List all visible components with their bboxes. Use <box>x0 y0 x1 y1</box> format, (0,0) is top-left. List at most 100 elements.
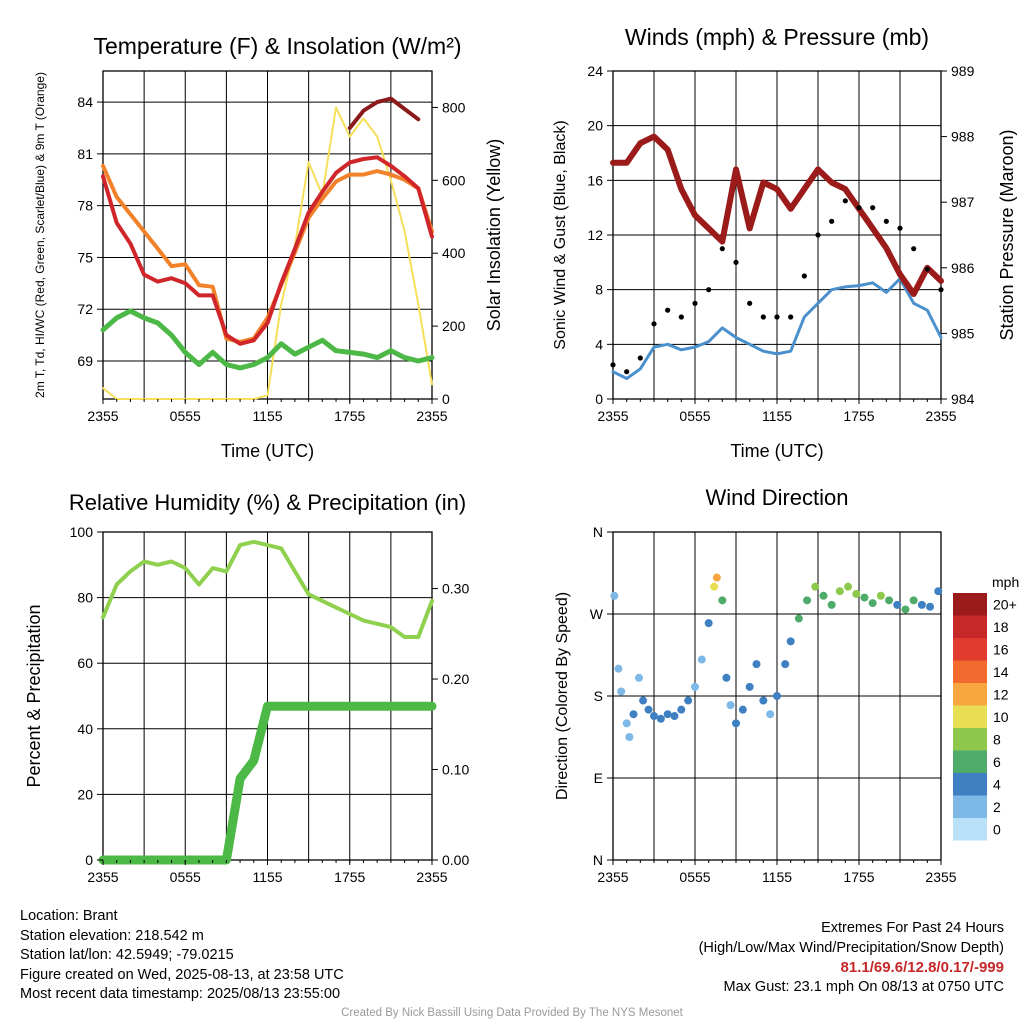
x-tick-label: 2355 <box>416 408 447 424</box>
wind-direction-point <box>732 719 740 728</box>
chart-title: Temperature (F) & Insolation (W/m²) <box>93 33 461 59</box>
gust-point <box>883 218 889 224</box>
y-tick-label: 12 <box>587 227 603 243</box>
wind-direction-point <box>650 712 658 721</box>
y-tick-label: 0 <box>85 852 93 868</box>
gust-point <box>870 205 876 211</box>
chart-title: Wind Direction <box>705 485 848 510</box>
y2-tick-label: 984 <box>951 391 975 407</box>
x-tick-label: 2355 <box>925 408 956 424</box>
colorbar-label: 2 <box>993 799 1001 815</box>
y2-tick-label: 987 <box>951 194 975 210</box>
wind-direction-point <box>819 591 828 600</box>
series-line-pressure <box>610 133 944 297</box>
extremes-subtitle: (High/Low/Max Wind/Precipitation/Snow De… <box>698 939 1004 956</box>
y2-tick-label: 400 <box>442 245 466 261</box>
y2-axis-label: Station Pressure (Maroon) <box>997 129 1017 340</box>
wind-direction-point <box>885 596 894 605</box>
series-line-temp <box>101 155 434 346</box>
wind-direction-point <box>656 714 665 723</box>
wind-direction-point <box>773 692 781 700</box>
colorbar-label: 10 <box>993 709 1009 725</box>
x-tick-label: 0555 <box>679 408 710 424</box>
y2-tick-label: 985 <box>951 325 975 341</box>
y2-tick-label: 600 <box>442 172 466 188</box>
colorbar-swatch <box>953 705 987 728</box>
wind-direction-point <box>745 682 754 691</box>
wind-direction-point <box>868 599 877 608</box>
wind-direction-point <box>926 602 935 611</box>
colorbar-swatch <box>953 773 987 796</box>
wind-direction-point <box>766 710 775 719</box>
y-tick-label: 20 <box>587 118 603 134</box>
wind-direction-point <box>697 655 706 664</box>
x-tick-label: 0555 <box>679 869 710 885</box>
y-tick-label: 24 <box>587 63 603 79</box>
wind-direction-point <box>622 719 631 728</box>
gust-point <box>774 314 780 320</box>
chart-title: Winds (mph) & Pressure (mb) <box>625 24 929 50</box>
wind-direction-point <box>803 596 812 605</box>
y2-tick-label: 0.20 <box>442 671 469 687</box>
y-tick-label: 4 <box>595 336 603 352</box>
y-tick-label: N <box>593 852 603 868</box>
gust-point <box>760 314 766 320</box>
gust-point <box>815 232 821 238</box>
colorbar-label: 4 <box>993 776 1001 792</box>
extremes-info: Extremes For Past 24 Hours (High/Low/Max… <box>699 919 1004 997</box>
colorbar-label: 0 <box>993 821 1001 837</box>
gust-point <box>856 205 862 211</box>
wind-direction-point <box>617 687 626 696</box>
wind-direction-point <box>610 591 619 600</box>
extremes-title: Extremes For Past 24 Hours <box>821 920 1004 936</box>
y-tick-label: S <box>594 688 603 704</box>
wind-direction-point <box>917 600 926 609</box>
colorbar-swatch <box>953 818 987 841</box>
wind-direction-point <box>811 582 820 591</box>
wind-direction-point <box>909 596 918 605</box>
y2-tick-label: 200 <box>442 318 466 334</box>
wind-direction-point <box>860 593 869 602</box>
gust-point <box>788 314 794 320</box>
x-axis-label: Time (UTC) <box>221 441 314 461</box>
wind-direction-point <box>759 696 768 705</box>
y-axis-label: 2m T, Td, HI/WC (Red, Green, Scarlet/Blu… <box>33 72 47 398</box>
y-tick-label: 16 <box>587 172 603 188</box>
y-tick-label: 81 <box>77 146 93 162</box>
y-tick-label: 100 <box>70 524 94 540</box>
wind-direction-point <box>718 596 727 605</box>
x-tick-label: 0555 <box>170 869 201 885</box>
colorbar-label: 16 <box>993 641 1009 657</box>
y-tick-label: 40 <box>77 721 93 737</box>
wind-direction-point <box>691 682 699 691</box>
wind-direction-point <box>677 705 686 714</box>
wind-direction-point <box>835 587 844 596</box>
y-tick-label: 0 <box>595 391 603 407</box>
y2-tick-label: 800 <box>442 99 466 115</box>
colorbar-swatch <box>953 795 987 818</box>
y-axis-label: Percent & Precipitation <box>24 604 44 787</box>
wind-direction-point <box>629 710 638 719</box>
wind-direction-point <box>722 673 731 682</box>
series-line-sonic-wind <box>611 277 943 380</box>
y-tick-label: N <box>593 524 603 540</box>
wind-direction-point <box>844 582 853 591</box>
colorbar-label: 14 <box>993 664 1009 680</box>
station-info: Location: Brant Station elevation: 218.5… <box>20 907 344 1005</box>
x-tick-label: 1755 <box>334 869 365 885</box>
x-tick-label: 2355 <box>597 408 628 424</box>
credit-line: Created By Nick Bassill Using Data Provi… <box>341 1007 683 1019</box>
wind-direction-point <box>625 733 634 741</box>
colorbar-swatch <box>953 638 987 661</box>
gust-point <box>829 218 835 224</box>
y-tick-label: 75 <box>77 249 93 265</box>
y-tick-label: 80 <box>77 590 93 606</box>
gust-point <box>610 362 616 368</box>
wind-direction-point <box>893 600 902 609</box>
extremes-values: 81.1/69.6/12.8/0.17/-999 <box>840 959 1004 977</box>
gust-point <box>938 287 944 293</box>
wind-direction-point <box>639 696 648 705</box>
y-tick-label: 20 <box>77 786 93 802</box>
y-tick-label: 78 <box>77 198 93 214</box>
